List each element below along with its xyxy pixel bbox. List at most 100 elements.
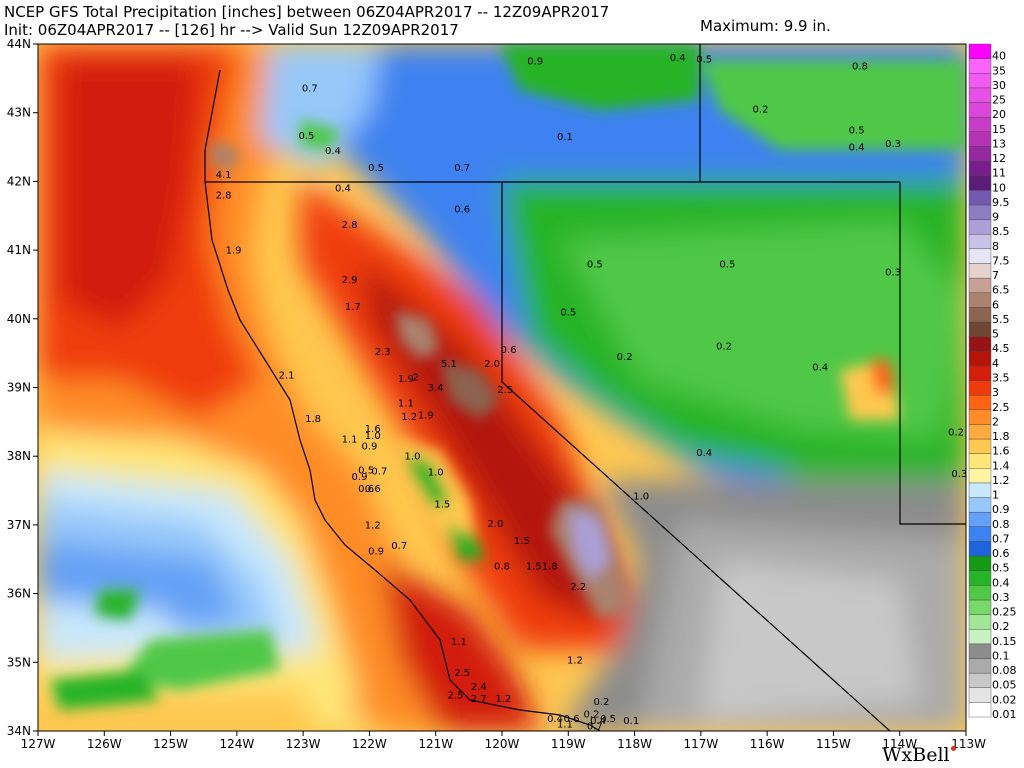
boundaries: [204, 44, 966, 732]
legend-label: 8.5: [992, 225, 1010, 238]
y-tick-label: 42N: [7, 174, 31, 188]
precip-value-label: 0.5: [600, 714, 616, 725]
precip-value-label: 1.51.8: [526, 562, 558, 573]
precip-value-label: 1.7: [345, 302, 361, 313]
x-tick-label: 115W: [816, 737, 851, 751]
precip-value-label: 0.9: [527, 57, 543, 68]
legend-swatch: [968, 175, 992, 191]
precip-value-label: 1.1: [451, 637, 467, 648]
legend-swatch: [968, 248, 992, 264]
precip-value-label: 0.4: [335, 184, 351, 195]
precip-value-labels: 4.12.81.92.82.91.72.31.925.1 2.03.4 2.52.1…: [216, 53, 968, 732]
precip-value-label: 2: [413, 373, 419, 384]
legend-label: 11: [992, 167, 1006, 180]
legend-swatch: [968, 643, 992, 659]
y-tick-label: 36N: [7, 587, 31, 601]
precip-value-label: 0.6: [564, 714, 580, 725]
legend-label: 10: [992, 181, 1006, 194]
y-tick-label: 40N: [7, 312, 31, 326]
y-tick-label: 39N: [7, 381, 31, 395]
precip-field: [38, 44, 966, 731]
legend-swatch: [968, 614, 992, 630]
precip-value-label: 0.8: [494, 562, 510, 573]
precip-value-label: 0.2: [584, 709, 600, 720]
legend-label: 30: [992, 79, 1006, 92]
precip-value-label: 1.9: [226, 246, 242, 257]
precip-value-label: 2.5: [448, 691, 464, 702]
precip-value-label: 1.0: [405, 452, 421, 463]
legend-label: 2: [992, 415, 999, 428]
legend-label: 35: [992, 64, 1006, 77]
legend-swatch: [968, 468, 992, 484]
precip-value-label: 0.2: [716, 342, 732, 353]
precip-value-label: 2.8: [342, 220, 358, 231]
precip-value-label: 1.2: [401, 412, 417, 423]
legend-label: 9: [992, 211, 999, 224]
precip-value-label: 0.4: [849, 142, 865, 153]
precip-value-label: 0.7: [587, 722, 603, 733]
legend-swatch: [968, 555, 992, 571]
precip-value-label: 0.4: [547, 714, 563, 725]
precip-value-label: 2.3: [375, 347, 391, 358]
legend-swatch: [968, 526, 992, 542]
precip-value-label: 0.3: [885, 268, 901, 279]
legend-label: 5: [992, 328, 999, 341]
legend-label: 6.5: [992, 284, 1010, 297]
legend-label: 1.2: [992, 474, 1010, 487]
precip-value-label: 2.4: [471, 682, 487, 693]
legend-label: 2.5: [992, 401, 1010, 414]
precip-value-label: 0.4: [812, 362, 828, 373]
legend-label: 3: [992, 386, 999, 399]
legend-swatch: [968, 219, 992, 235]
precip-value-label: 1.6: [365, 424, 381, 435]
x-tick-label: 119W: [551, 737, 586, 751]
precip-value-label: 1.5: [514, 536, 530, 547]
chart-subtitle: Init: 06Z04APR2017 -- [126] hr --> Valid…: [4, 21, 459, 39]
precip-value-label: 1.9: [398, 374, 414, 385]
precip-value-label: 2.1: [279, 371, 295, 382]
precip-value-label: 0.6: [365, 484, 381, 495]
legend-label: 1: [992, 489, 999, 502]
legend-swatch: [968, 365, 992, 381]
legend-swatch: [968, 351, 992, 367]
legend-label: 20: [992, 108, 1006, 121]
legend-label: 0.1: [992, 649, 1010, 662]
legend-label: 0.8: [992, 518, 1010, 531]
y-tick-label: 43N: [7, 106, 31, 120]
precip-value-label: 1.9: [418, 410, 434, 421]
precip-value-label: 1.0: [633, 491, 649, 502]
precip-value-label: 0.2: [948, 428, 964, 439]
legend-swatch: [968, 263, 992, 279]
legend-swatch: [968, 409, 992, 425]
legend-label: 1.6: [992, 445, 1010, 458]
legend-label: 9.5: [992, 196, 1010, 209]
x-axis-ticks: 127W 126W 125W 124W 123W 122W 121W 120W 119W 118W…: [21, 731, 986, 751]
precip-value-label: 1.5: [434, 500, 450, 511]
legend-label: 0.7: [992, 532, 1010, 545]
legend-label: 1.4: [992, 459, 1010, 472]
legend-label: 0.9: [992, 503, 1010, 516]
legend-swatch: [968, 380, 992, 396]
legend-label: 3.5: [992, 372, 1010, 385]
legend-label: 7.5: [992, 254, 1010, 267]
x-tick-label: 113W: [951, 737, 986, 751]
precip-value-label: 0.1: [623, 716, 639, 727]
precip-value-label: 0.5: [299, 131, 315, 142]
precip-value-label: 0.4: [696, 448, 712, 459]
legend-swatch: [968, 453, 992, 469]
y-tick-label: 34N: [7, 724, 31, 738]
legend-swatch: [968, 424, 992, 440]
x-tick-label: 125W: [153, 737, 188, 751]
precip-value-label: 0.8: [852, 61, 868, 72]
legend-swatch: [968, 116, 992, 132]
legend-label: 4: [992, 357, 999, 370]
precip-value-label: 2.7: [471, 694, 487, 705]
precip-value-label: 2.8: [216, 191, 232, 202]
x-tick-label: 123W: [286, 737, 321, 751]
x-tick-label: 117W: [683, 737, 718, 751]
x-tick-label: 122W: [352, 737, 387, 751]
legend-swatch: [968, 204, 992, 220]
precip-value-label: 0.3: [885, 139, 901, 150]
legend-label: 13: [992, 137, 1006, 150]
